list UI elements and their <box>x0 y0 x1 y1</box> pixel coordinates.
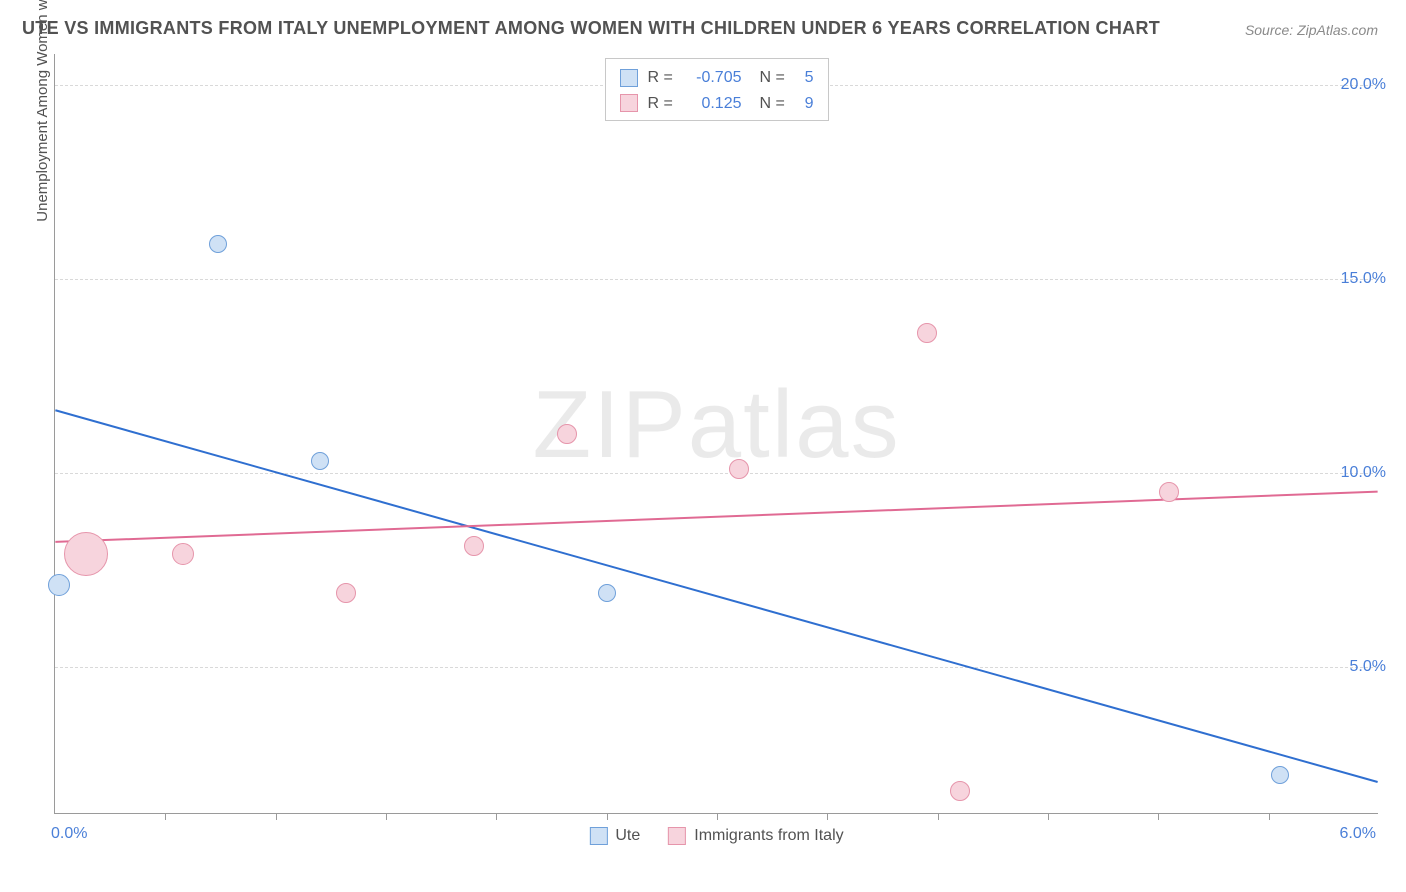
n-label: N = <box>760 91 788 117</box>
x-tick <box>386 813 387 820</box>
data-point <box>950 781 970 801</box>
data-point <box>64 532 108 576</box>
legend-label: Ute <box>615 827 640 845</box>
x-tick <box>1048 813 1049 820</box>
legend-label: Immigrants from Italy <box>694 827 843 845</box>
trend-lines <box>55 54 1378 813</box>
data-point <box>729 459 749 479</box>
legend-item: Ute <box>589 827 640 845</box>
legend-swatch <box>589 827 607 845</box>
trend-line <box>55 492 1377 542</box>
series-swatch <box>620 94 638 112</box>
x-tick <box>165 813 166 820</box>
data-point <box>172 543 194 565</box>
n-label: N = <box>760 65 788 91</box>
x-tick <box>276 813 277 820</box>
trend-line <box>55 410 1377 782</box>
x-tick <box>938 813 939 820</box>
y-axis-title: Unemployment Among Women with Children U… <box>34 0 51 222</box>
r-value: 0.125 <box>686 91 742 117</box>
data-point <box>336 583 356 603</box>
data-point <box>557 424 577 444</box>
data-point <box>464 536 484 556</box>
stats-row: R = 0.125 N = 9 <box>620 91 814 117</box>
data-point <box>48 574 70 596</box>
legend-item: Immigrants from Italy <box>668 827 843 845</box>
x-axis-min-label: 0.0% <box>51 825 87 843</box>
data-point <box>598 584 616 602</box>
source-attribution: Source: ZipAtlas.com <box>1245 22 1378 38</box>
x-tick <box>827 813 828 820</box>
x-axis-max-label: 6.0% <box>1340 825 1376 843</box>
legend-swatch <box>668 827 686 845</box>
x-tick <box>607 813 608 820</box>
legend: Ute Immigrants from Italy <box>589 827 843 845</box>
chart-title: UTE VS IMMIGRANTS FROM ITALY UNEMPLOYMEN… <box>22 18 1160 39</box>
correlation-stats-box: R = -0.705 N = 5 R = 0.125 N = 9 <box>605 58 829 121</box>
r-label: R = <box>648 91 676 117</box>
n-value: 5 <box>798 65 814 91</box>
stats-row: R = -0.705 N = 5 <box>620 65 814 91</box>
x-tick <box>717 813 718 820</box>
series-swatch <box>620 69 638 87</box>
data-point <box>311 452 329 470</box>
x-tick <box>496 813 497 820</box>
plot-area: ZIPatlas 5.0%10.0%15.0%20.0% R =-0.705N … <box>54 54 1378 814</box>
x-tick <box>1269 813 1270 820</box>
data-point <box>917 323 937 343</box>
r-value: -0.705 <box>686 65 742 91</box>
data-point <box>1271 766 1289 784</box>
x-tick <box>1158 813 1159 820</box>
n-value: 9 <box>798 91 814 117</box>
data-point <box>209 235 227 253</box>
r-label: R = <box>648 65 676 91</box>
data-point <box>1159 482 1179 502</box>
